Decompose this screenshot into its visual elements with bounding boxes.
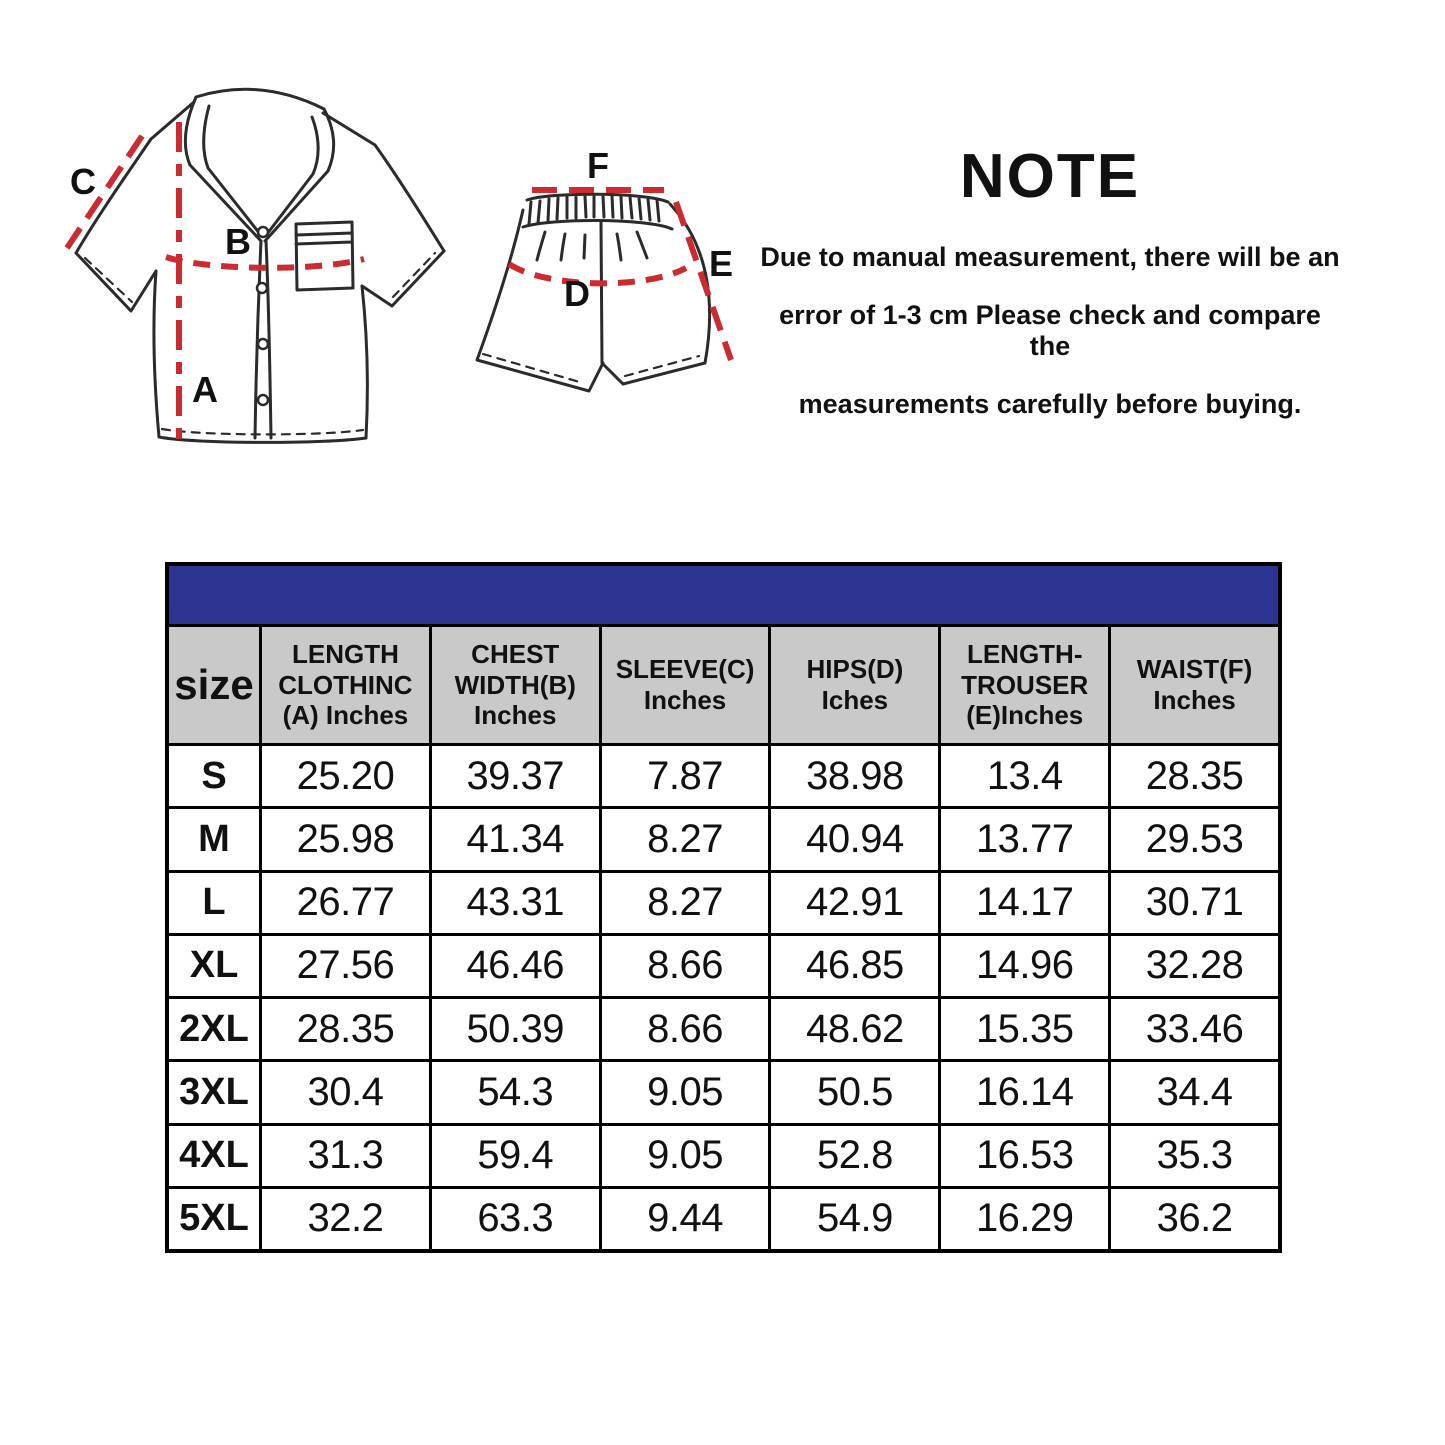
column-header-sleeve: SLEEVE(C) Inches [601, 627, 769, 743]
shirt-body [74, 100, 446, 444]
row-label-l: L [169, 872, 259, 933]
shorts-stitching [481, 352, 701, 385]
measure-line-c [64, 134, 145, 250]
shorts-outline-drawing [475, 192, 712, 393]
label-b: B [225, 221, 251, 262]
table-cell: 59.4 [431, 1125, 599, 1186]
table-cell: 34.4 [1111, 1062, 1278, 1123]
table-cell: 13.4 [941, 746, 1109, 807]
table-cell: 8.27 [601, 809, 769, 870]
table-cell: 13.77 [941, 809, 1109, 870]
shirt-measure-lines [64, 122, 365, 439]
shirt-button [256, 393, 270, 407]
shorts-body [475, 202, 712, 393]
label-d: D [564, 273, 590, 314]
column-header-chest-width: CHEST WIDTH(B) Inches [431, 627, 599, 743]
table-cell: 7.87 [601, 746, 769, 807]
shorts-waistband [521, 192, 674, 231]
table-cell: 29.53 [1111, 809, 1278, 870]
table-cell: 42.91 [771, 872, 939, 933]
shorts-measurement-diagram: F E D [475, 148, 734, 393]
column-header-waist: WAIST(F) Inches [1111, 627, 1278, 743]
table-cell: 30.4 [262, 1062, 429, 1123]
table-title-bar [169, 566, 1278, 624]
table-cell: 36.2 [1111, 1188, 1278, 1249]
table-cell: 8.27 [601, 872, 769, 933]
row-label-4xl: 4XL [169, 1125, 259, 1186]
shirt-button [256, 337, 270, 351]
note-text-line: Due to manual measurement, there will be… [760, 242, 1340, 272]
note-title: NOTE [959, 142, 1141, 211]
shirt-measurement-diagram: C B A [64, 87, 446, 444]
table-cell: 26.77 [262, 872, 429, 933]
table-cell: 52.8 [771, 1125, 939, 1186]
row-label-xl: XL [169, 935, 259, 996]
shorts-measure-lines [507, 187, 734, 361]
table-cell: 14.17 [941, 872, 1109, 933]
row-label-3xl: 3XL [169, 1062, 259, 1123]
table-cell: 32.28 [1111, 935, 1278, 996]
table-cell: 16.14 [941, 1062, 1109, 1123]
label-c: C [70, 161, 96, 202]
note-section: NOTE Due to manual measurement, there wi… [760, 146, 1340, 447]
table-cell: 16.29 [941, 1188, 1109, 1249]
table-cell: 43.31 [431, 872, 599, 933]
table-cell: 50.5 [771, 1062, 939, 1123]
table-cell: 32.2 [262, 1188, 429, 1249]
table-cell: 27.56 [262, 935, 429, 996]
table-cell: 63.3 [431, 1188, 599, 1249]
table-cell: 48.62 [771, 999, 939, 1060]
shirt-button [256, 225, 270, 239]
column-header-hips: HIPS(D) Iches [771, 627, 939, 743]
row-label-s: S [169, 746, 259, 807]
table-cell: 8.66 [601, 935, 769, 996]
row-label-2xl: 2XL [169, 999, 259, 1060]
table-cell: 46.85 [771, 935, 939, 996]
size-table: size LENGTH CLOTHINC (A) Inches CHEST WI… [165, 562, 1282, 1253]
table-cell: 33.46 [1111, 999, 1278, 1060]
shirt-button [255, 281, 269, 295]
table-cell: 9.05 [601, 1062, 769, 1123]
table-cell: 8.66 [601, 999, 769, 1060]
table-cell: 15.35 [941, 999, 1109, 1060]
table-cell: 25.20 [262, 746, 429, 807]
table-cell: 31.3 [262, 1125, 429, 1186]
label-a: A [192, 369, 218, 410]
shirt-outline-drawing [74, 87, 446, 444]
table-cell: 25.98 [262, 809, 429, 870]
table-cell: 9.05 [601, 1125, 769, 1186]
label-e: E [709, 243, 733, 284]
table-cell: 40.94 [771, 809, 939, 870]
row-label-5xl: 5XL [169, 1188, 259, 1249]
table-cell: 35.3 [1111, 1125, 1278, 1186]
shirt-collar [183, 87, 336, 243]
shorts-gathers [535, 230, 649, 262]
table-cell: 28.35 [1111, 746, 1278, 807]
table-cell: 28.35 [262, 999, 429, 1060]
column-header-length-clothing: LENGTH CLOTHINC (A) Inches [262, 627, 429, 743]
measure-line-b [165, 254, 365, 271]
table-cell: 54.9 [771, 1188, 939, 1249]
table-cell: 38.98 [771, 746, 939, 807]
table-cell: 46.46 [431, 935, 599, 996]
row-label-m: M [169, 809, 259, 870]
table-cell: 54.3 [431, 1062, 599, 1123]
table-cell: 16.53 [941, 1125, 1109, 1186]
column-header-length-trouser: LENGTH- TROUSER (E)Inches [941, 627, 1109, 743]
table-cell: 14.96 [941, 935, 1109, 996]
shirt-pocket [294, 220, 355, 292]
table-cell: 9.44 [601, 1188, 769, 1249]
table-cell: 30.71 [1111, 872, 1278, 933]
table-cell: 50.39 [431, 999, 599, 1060]
table-cell: 41.34 [431, 809, 599, 870]
measure-line-d [507, 261, 688, 287]
note-text-line: measurements carefully before buying. [798, 389, 1302, 420]
measure-line-e [673, 201, 734, 361]
table-cell: 39.37 [431, 746, 599, 807]
label-f: F [587, 148, 609, 186]
column-header-size: size [169, 627, 259, 743]
note-text-line: error of 1-3 cm Please check and compare… [779, 300, 1321, 362]
